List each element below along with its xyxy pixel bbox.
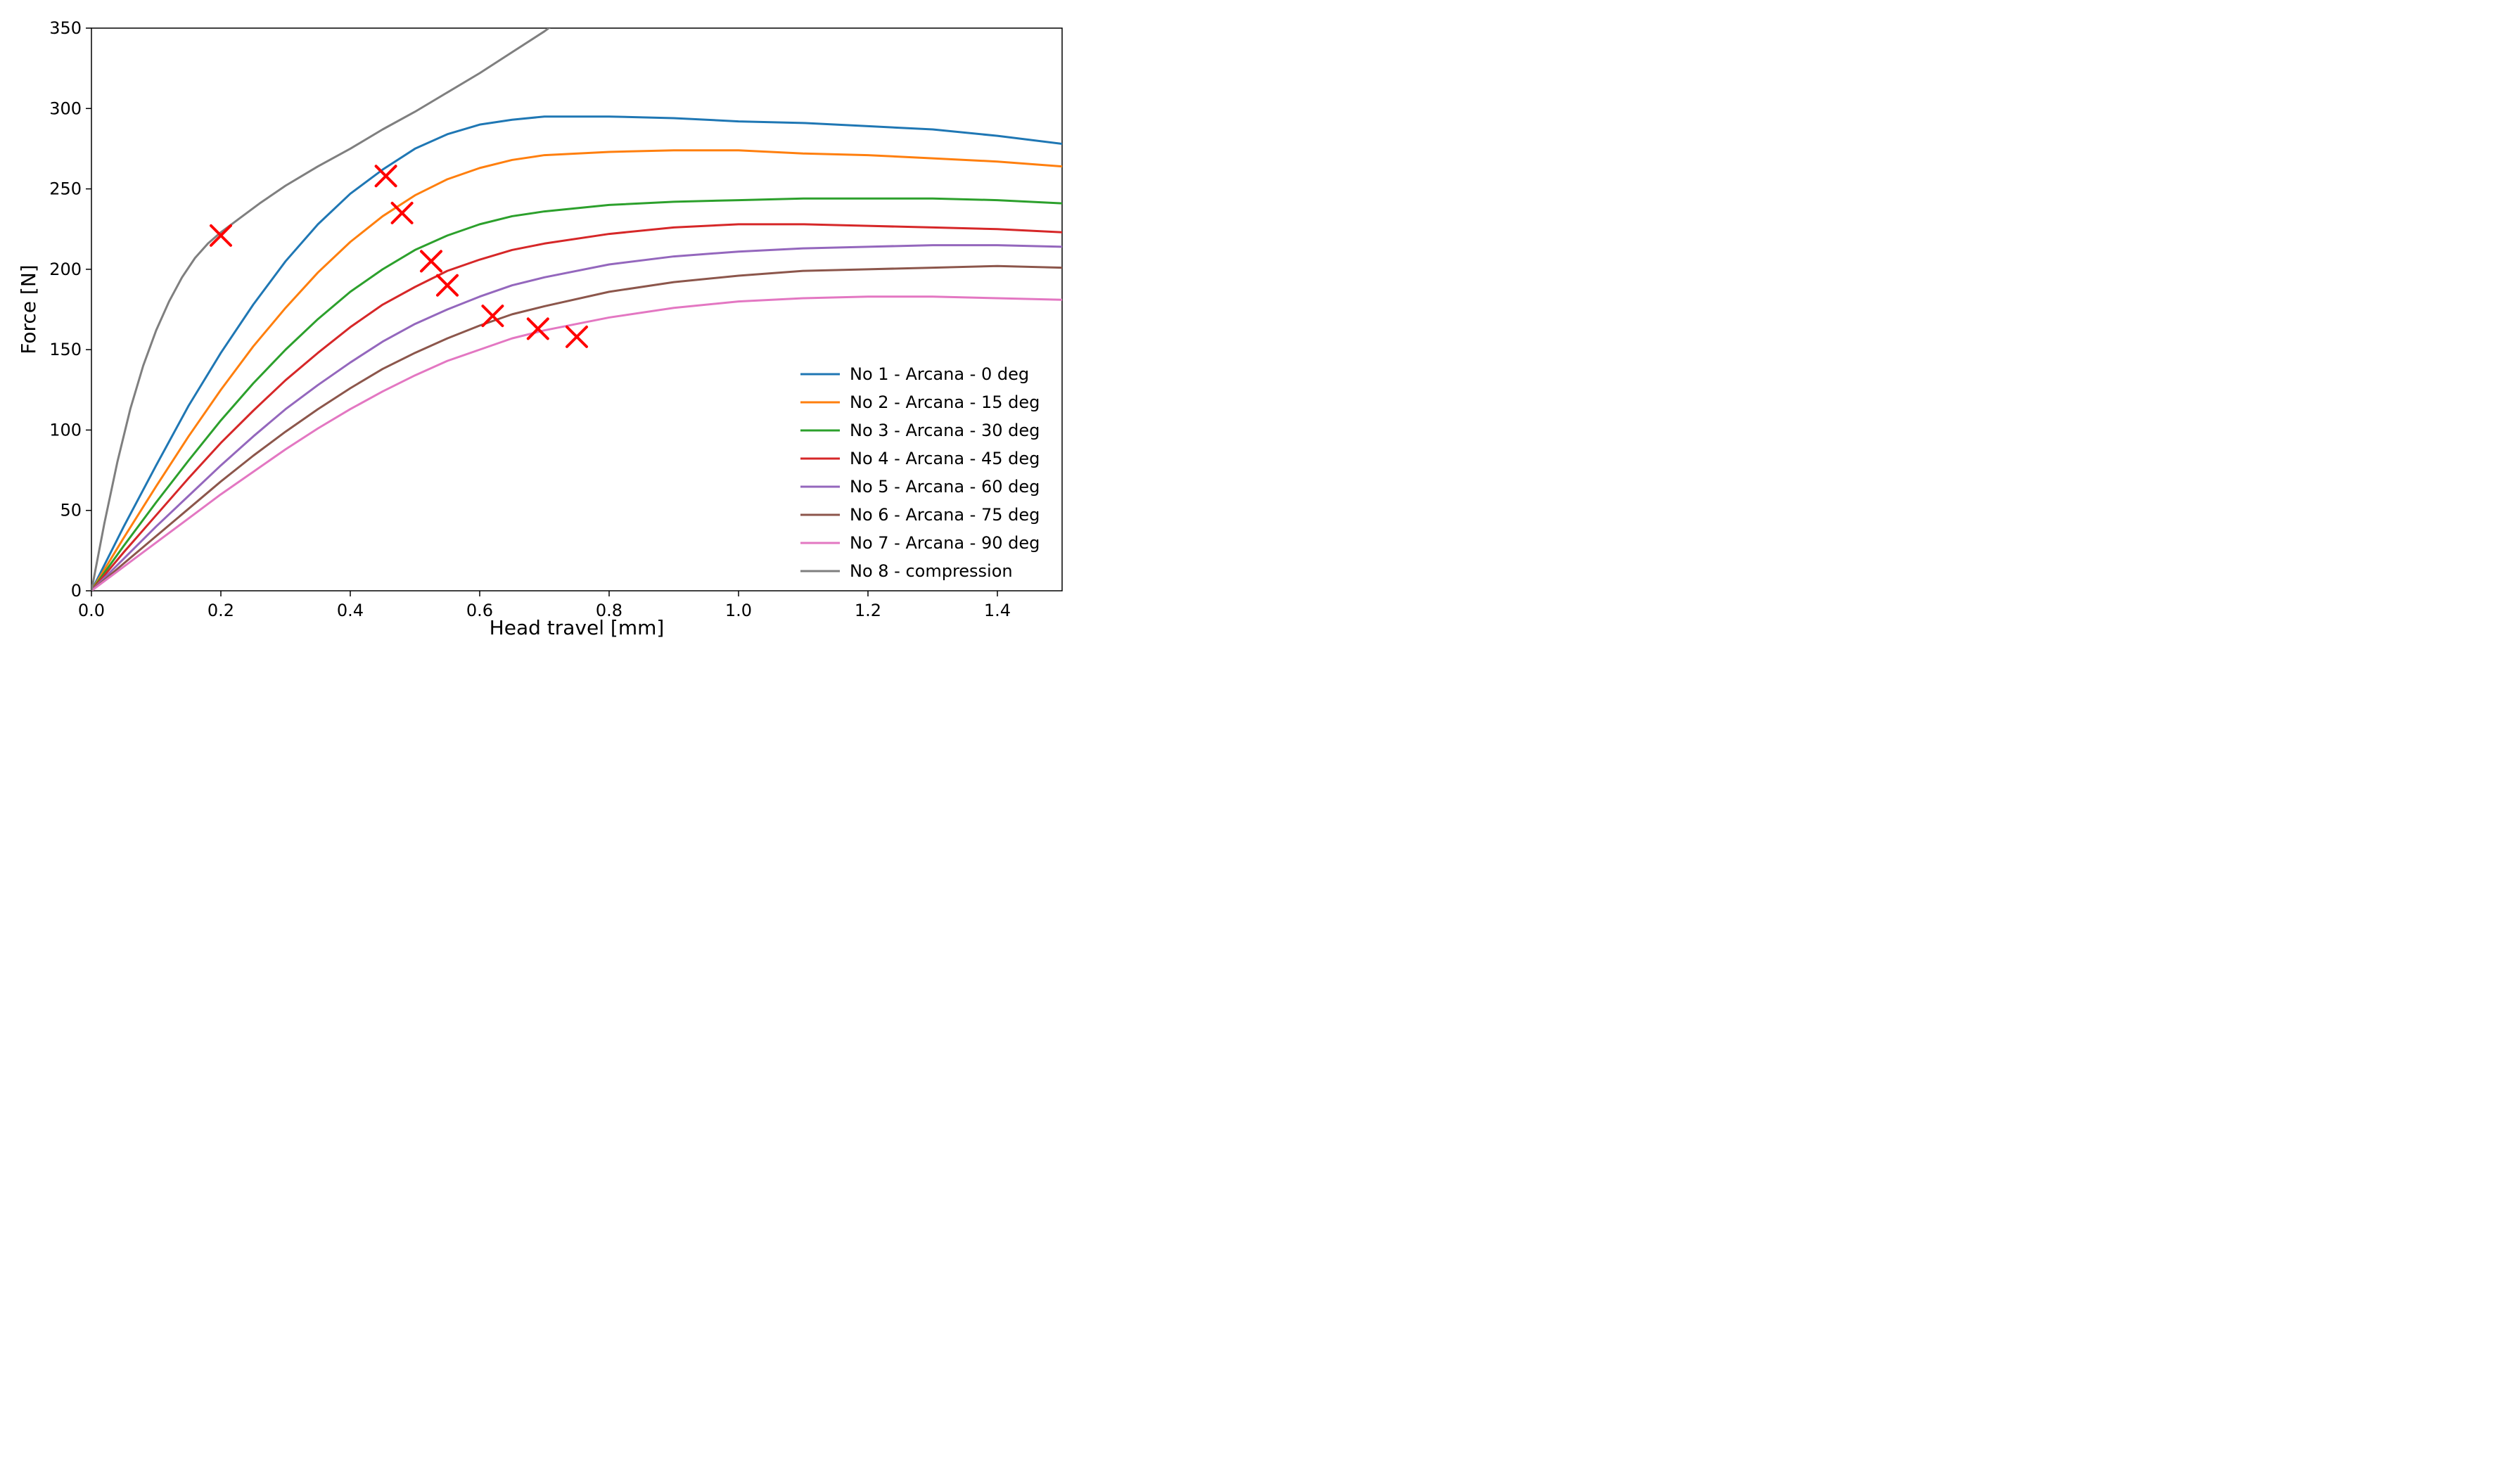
legend-label-7: No 8 - compression [850, 561, 1013, 581]
y-tick-label: 150 [49, 340, 82, 359]
x-tick-label: 0.2 [207, 601, 234, 620]
y-tick-label: 200 [49, 260, 82, 279]
legend-label-1: No 2 - Arcana - 15 deg [850, 392, 1040, 412]
x-tick-label: 1.4 [984, 601, 1011, 620]
legend-label-5: No 6 - Arcana - 75 deg [850, 505, 1040, 525]
force-vs-headtravel-chart: 0.00.20.40.60.81.01.21.40501001502002503… [14, 14, 1083, 647]
y-axis-label: Force [N] [17, 264, 40, 354]
y-tick-label: 50 [60, 501, 82, 520]
x-tick-label: 1.2 [855, 601, 881, 620]
y-tick-label: 300 [49, 98, 82, 118]
legend-label-3: No 4 - Arcana - 45 deg [850, 449, 1040, 468]
legend-label-2: No 3 - Arcana - 30 deg [850, 421, 1040, 440]
y-tick-label: 100 [49, 420, 82, 440]
x-tick-label: 0.0 [78, 601, 105, 620]
legend-label-6: No 7 - Arcana - 90 deg [850, 533, 1040, 553]
y-tick-label: 250 [49, 179, 82, 199]
x-tick-label: 1.0 [725, 601, 752, 620]
y-tick-label: 0 [71, 581, 82, 601]
chart-svg: 0.00.20.40.60.81.01.21.40501001502002503… [14, 14, 1083, 647]
x-tick-label: 0.4 [337, 601, 364, 620]
legend-label-0: No 1 - Arcana - 0 deg [850, 364, 1029, 384]
y-tick-label: 350 [49, 18, 82, 38]
x-axis-label: Head travel [mm] [490, 616, 665, 639]
legend-label-4: No 5 - Arcana - 60 deg [850, 477, 1040, 497]
